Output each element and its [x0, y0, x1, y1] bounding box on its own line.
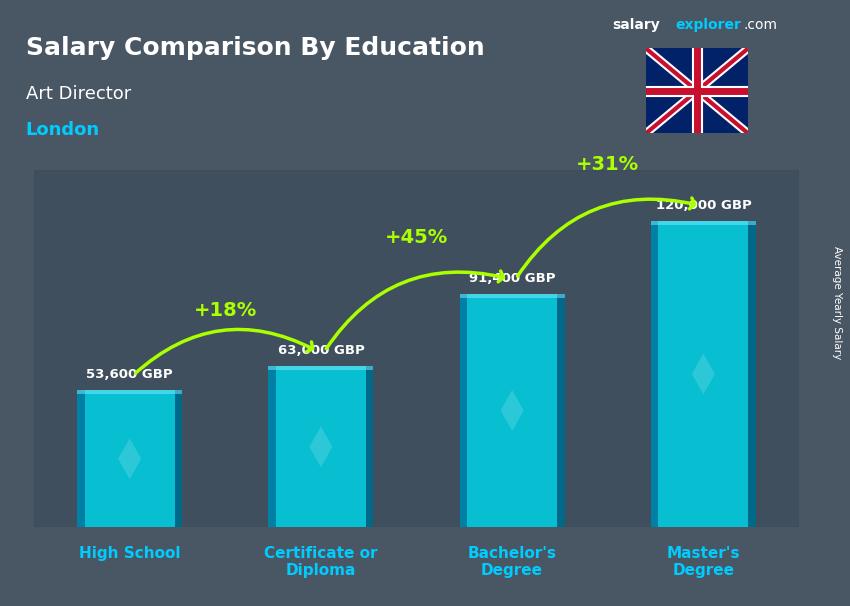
Polygon shape	[748, 221, 756, 527]
Text: .com: .com	[744, 18, 778, 32]
Polygon shape	[460, 294, 564, 298]
Text: +45%: +45%	[385, 228, 448, 247]
Text: explorer: explorer	[676, 18, 741, 32]
Polygon shape	[366, 366, 373, 527]
Polygon shape	[309, 427, 332, 467]
Text: Average Yearly Salary: Average Yearly Salary	[832, 247, 842, 359]
Polygon shape	[269, 366, 373, 370]
Polygon shape	[460, 294, 468, 527]
Text: Salary Comparison By Education: Salary Comparison By Education	[26, 36, 484, 61]
Polygon shape	[77, 390, 182, 394]
Polygon shape	[651, 221, 659, 527]
Polygon shape	[77, 390, 85, 527]
Text: London: London	[26, 121, 99, 139]
Polygon shape	[557, 294, 564, 527]
Polygon shape	[174, 390, 182, 527]
Polygon shape	[651, 221, 756, 225]
Text: salary: salary	[612, 18, 660, 32]
Text: 91,400 GBP: 91,400 GBP	[469, 272, 555, 285]
Text: +31%: +31%	[576, 155, 639, 174]
Text: 120,000 GBP: 120,000 GBP	[655, 199, 751, 212]
Text: 63,000 GBP: 63,000 GBP	[277, 344, 365, 358]
Polygon shape	[269, 366, 276, 527]
FancyBboxPatch shape	[460, 294, 564, 527]
Polygon shape	[692, 353, 715, 395]
Text: 53,600 GBP: 53,600 GBP	[87, 368, 173, 381]
FancyBboxPatch shape	[651, 221, 756, 527]
FancyBboxPatch shape	[77, 390, 182, 527]
Text: Art Director: Art Director	[26, 85, 131, 103]
Text: +18%: +18%	[194, 301, 257, 319]
FancyBboxPatch shape	[269, 366, 373, 527]
Polygon shape	[118, 438, 141, 479]
Polygon shape	[501, 390, 524, 431]
